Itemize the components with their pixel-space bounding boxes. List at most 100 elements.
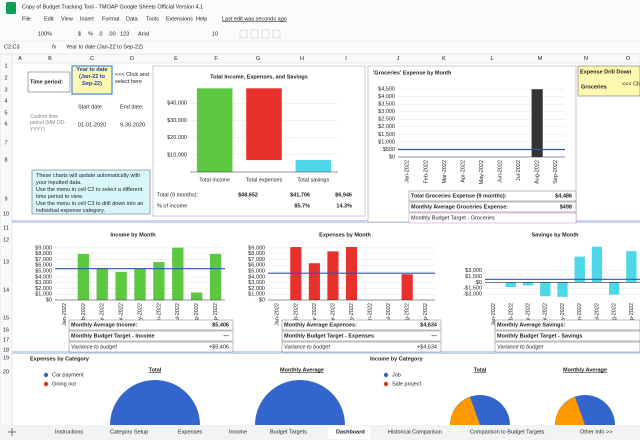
pie-shape <box>110 380 200 425</box>
sheet-tab[interactable]: Instructions <box>55 429 83 435</box>
y-tick-label: $4,000 <box>248 274 265 280</box>
drill-cell[interactable] <box>577 65 640 97</box>
pie-shape <box>555 397 585 425</box>
y-tick-label: $3,500 <box>378 102 395 108</box>
table-cell: 14.3% <box>336 203 352 209</box>
menu-item[interactable]: Format <box>102 16 120 22</box>
x-tick-label: Jun-2022 <box>156 303 162 326</box>
x-tick-label: Aug-2022 <box>612 303 618 327</box>
x-tick-label: Sep-2022 <box>213 303 219 327</box>
x-tick-label: Apr-2022 <box>119 303 125 326</box>
x-tick-label: Feb-2022 <box>293 303 299 327</box>
x-tick-label: Jun-2022 <box>498 160 504 183</box>
row-header: 19 <box>3 355 9 361</box>
table-value: +$4,634 <box>417 344 437 350</box>
x-tick-label: Total income <box>199 177 230 183</box>
toolbar-item: .00 <box>108 31 116 37</box>
sheet-tab[interactable]: Expenses <box>178 429 202 435</box>
bar <box>540 282 551 297</box>
table-label: Monthly Budget Target - Income <box>71 333 155 339</box>
y-tick-label: $6,000 <box>248 263 265 269</box>
row-header: 4 <box>4 98 7 104</box>
y-tick-label: $6,000 <box>35 263 52 269</box>
y-tick-label: $1,500 <box>378 132 395 138</box>
y-tick-label: $40,000 <box>167 101 187 107</box>
label: Groceries <box>581 84 607 90</box>
bar <box>77 253 89 300</box>
y-tick-label: $1,000 <box>378 139 395 145</box>
sheet-tab[interactable]: Historical Comparison <box>388 429 442 435</box>
menu-item[interactable]: Insert <box>80 16 94 22</box>
menu-item[interactable]: Extensions <box>166 16 193 22</box>
bar <box>574 256 585 283</box>
time-period-hint: <<< Click and select here <box>115 72 149 85</box>
sheet-tab[interactable]: Income <box>229 429 247 435</box>
x-tick-label: Total savings <box>297 177 329 183</box>
sheet-tab[interactable]: Category Setup <box>110 429 148 435</box>
toolbar-item: .0 <box>98 31 103 37</box>
bar <box>246 88 282 161</box>
menu-item[interactable]: Edit <box>44 16 54 22</box>
table-row <box>281 341 442 353</box>
chart-title: Income by Month <box>110 232 156 238</box>
x-tick-label: Jun-2022 <box>577 303 583 326</box>
bar <box>209 253 222 300</box>
menu-item[interactable]: File <box>22 16 31 22</box>
bar <box>191 292 203 300</box>
table-value: $498 <box>560 204 572 210</box>
x-tick-label: Apr-2022 <box>460 160 466 183</box>
x-tick-label: Jul-2022 <box>594 303 600 324</box>
y-tick-label: $0 <box>46 297 52 303</box>
x-tick-label: Sep-2022 <box>423 303 429 327</box>
bar <box>134 268 146 300</box>
column-header-bg <box>0 53 640 64</box>
time-period-value[interactable]: Year to date (Jan-22 to Sep-22) <box>76 67 108 87</box>
table-row <box>68 341 234 353</box>
bar <box>401 274 413 300</box>
selected-cell[interactable] <box>71 65 113 95</box>
toolbar-item: 100% <box>38 31 52 37</box>
sheet-tab[interactable]: Budget Targets <box>270 429 307 435</box>
table-cell: $48,652 <box>238 192 258 198</box>
column-header: E <box>174 56 178 62</box>
formula-content: Year to date (Jan-22 to Sep-22) <box>66 44 143 50</box>
menu-item[interactable]: Tools <box>146 16 159 22</box>
row-header: 17 <box>3 337 9 343</box>
bar <box>609 282 620 295</box>
chart-title: Savings by Month <box>531 232 579 238</box>
x-tick-label: Jan-2022 <box>405 160 411 183</box>
table-row <box>68 319 234 331</box>
bar <box>327 251 339 300</box>
separator <box>12 220 640 223</box>
menu-item[interactable]: Help <box>196 16 207 22</box>
menu-item[interactable]: View <box>61 16 73 22</box>
y-tick-label: $20,000 <box>167 135 187 141</box>
column-header: M <box>538 56 543 62</box>
sheet-tab[interactable]: Other Info >> <box>580 429 612 435</box>
label: 9-30-2020 <box>120 122 145 128</box>
sheet-tab[interactable]: Dashboard <box>336 429 365 435</box>
x-tick-label: Sep-2022 <box>629 303 635 327</box>
bar <box>522 282 534 286</box>
info-text: Use the menu in cell C3 to drill down in… <box>36 201 144 214</box>
label: <<< Click and select here <box>622 81 640 87</box>
legend-dot <box>43 381 49 387</box>
toolbar-item: 123 <box>120 31 129 37</box>
toolbar-item: $ <box>78 31 81 37</box>
separator <box>12 351 640 354</box>
y-tick-label: -$3,000 <box>463 292 482 298</box>
x-tick-label: Jul-2022 <box>516 160 522 181</box>
table-label: Monthly Average Expenses: <box>284 322 357 328</box>
legend-label: Car payment <box>52 372 84 378</box>
column-header: C <box>90 56 94 62</box>
label: Time period: <box>30 79 63 85</box>
last-edit: Last edit was seconds ago <box>222 16 287 22</box>
menu-item[interactable]: Data <box>126 16 139 22</box>
table-row <box>494 319 640 331</box>
table-row <box>68 330 234 342</box>
x-tick-label: Mar-2022 <box>442 160 448 184</box>
column-header: J <box>397 56 400 62</box>
sheet-tab[interactable]: Comparison to Budget Targets <box>470 429 544 435</box>
plot <box>485 246 640 297</box>
